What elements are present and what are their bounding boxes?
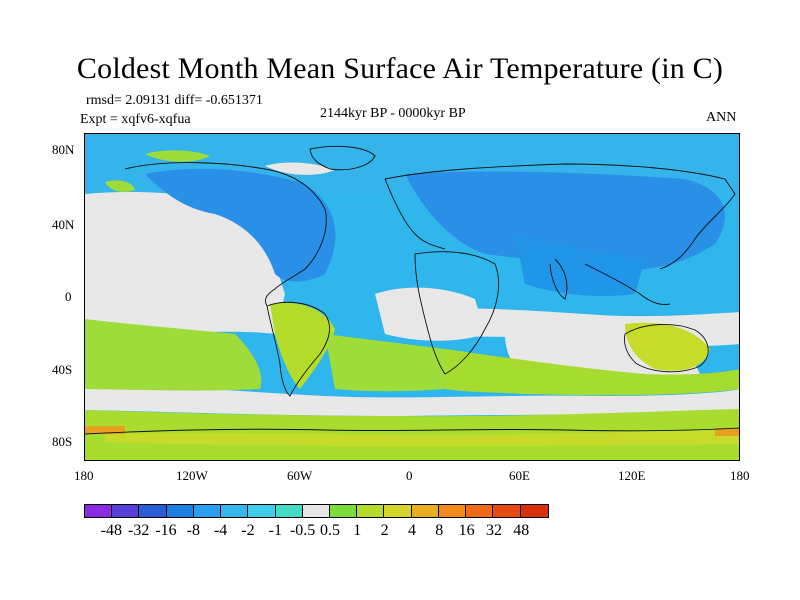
colorbar-label: 1 xyxy=(353,522,362,539)
chart-title: Coldest Month Mean Surface Air Temperatu… xyxy=(76,52,724,85)
lon-label-180w: 180 xyxy=(74,468,94,483)
colorbar-label: 8 xyxy=(435,522,444,539)
lat-label-80n: 80N xyxy=(52,142,75,157)
colorbar-label: 2 xyxy=(380,522,389,539)
hot-antarctic-edge-west xyxy=(85,426,125,434)
colorbar-swatch xyxy=(302,505,330,517)
neutral-atlantic-south xyxy=(375,287,485,341)
coast-antarctica xyxy=(85,427,739,435)
colorbar-swatch xyxy=(139,505,167,517)
colorbar-label: 0.5 xyxy=(319,522,340,539)
cold-central-asia xyxy=(515,234,645,296)
colorbar-swatch xyxy=(411,505,439,517)
warm-indian-south xyxy=(445,349,739,396)
lon-label-0: 0 xyxy=(406,468,413,483)
colorbar-label: -16 xyxy=(155,522,177,539)
coast-australia xyxy=(624,323,709,373)
colorbar-label: -32 xyxy=(127,522,150,539)
colorbar-swatch xyxy=(85,505,113,517)
arctic-warm-patch-2 xyxy=(105,180,135,192)
colorbar-label: 4 xyxy=(407,522,416,539)
colorbar-swatch xyxy=(112,505,140,517)
lat-label-40n: 40N xyxy=(52,217,75,232)
colorbar-label: -4 xyxy=(213,522,228,539)
colorbar-label: -1 xyxy=(268,522,282,539)
warm-south-pacific xyxy=(85,319,262,391)
coast-asia-south xyxy=(584,263,671,305)
warm-antarctic-band xyxy=(85,409,739,460)
colorbar-swatch xyxy=(166,505,194,517)
lat-label-80s: 80S xyxy=(52,434,73,449)
cold-north-america xyxy=(145,168,336,282)
coastlines xyxy=(85,145,739,435)
period-label: 2144kyr BP - 0000kyr BP xyxy=(320,106,466,121)
coast-north-america xyxy=(124,162,327,307)
coast-africa xyxy=(414,251,500,375)
colorbar-swatch xyxy=(384,505,412,517)
lon-label-60w: 60W xyxy=(287,468,313,483)
warm-south-atlantic xyxy=(325,334,445,392)
colorbar-label: -0.5 xyxy=(289,522,316,539)
lon-label-180e: 180 xyxy=(730,468,750,483)
colorbar-swatch xyxy=(438,505,467,517)
cold-eurasia xyxy=(405,171,725,271)
lat-label-40s: 40S xyxy=(52,362,73,377)
colorbar-swatch xyxy=(329,505,358,517)
colorbar-label: -2 xyxy=(241,522,255,539)
coast-greenland xyxy=(309,145,376,171)
neutral-southern-ocean xyxy=(85,387,739,416)
coast-europe xyxy=(384,178,446,250)
arctic-neutral-patch xyxy=(265,162,335,175)
warm-antarctic-core xyxy=(105,430,739,446)
warm-australia xyxy=(625,322,710,371)
stats-label: rmsd= 2.09131 diff= -0.651371 xyxy=(86,93,263,108)
colorbar-swatch xyxy=(275,505,303,517)
lat-label-0: 0 xyxy=(65,289,72,304)
coast-south-america xyxy=(266,301,331,397)
warm-south-america xyxy=(270,302,335,389)
arctic-warm-patch xyxy=(145,150,210,162)
colorbar-swatch xyxy=(520,505,548,517)
temperature-map xyxy=(84,133,740,461)
colorbar-swatch xyxy=(357,505,385,517)
neutral-pacific-north xyxy=(85,192,285,334)
coast-eurasia xyxy=(384,163,736,270)
colorbar-swatch xyxy=(493,505,521,517)
hot-antarctic-edge-east xyxy=(715,428,739,436)
coast-india xyxy=(549,258,568,300)
colorbar-label: -48 xyxy=(100,522,122,539)
colorbar-label: 48 xyxy=(513,522,530,539)
colorbar-swatch xyxy=(248,505,276,517)
colorbar-label: 16 xyxy=(458,522,475,539)
colorbar-label: 32 xyxy=(485,522,502,539)
lon-label-60e: 60E xyxy=(509,468,530,483)
experiment-label: Expt = xqfv6-xqfua xyxy=(80,112,191,127)
colorbar-swatch xyxy=(466,505,494,517)
lon-label-120e: 120E xyxy=(618,468,646,483)
colorbar-swatch xyxy=(193,505,222,517)
colorbar-label: -8 xyxy=(186,522,200,539)
colorbar xyxy=(84,504,549,518)
season-label: ANN xyxy=(706,110,737,125)
colorbar-swatch xyxy=(221,505,249,517)
lon-label-120w: 120W xyxy=(176,468,208,483)
